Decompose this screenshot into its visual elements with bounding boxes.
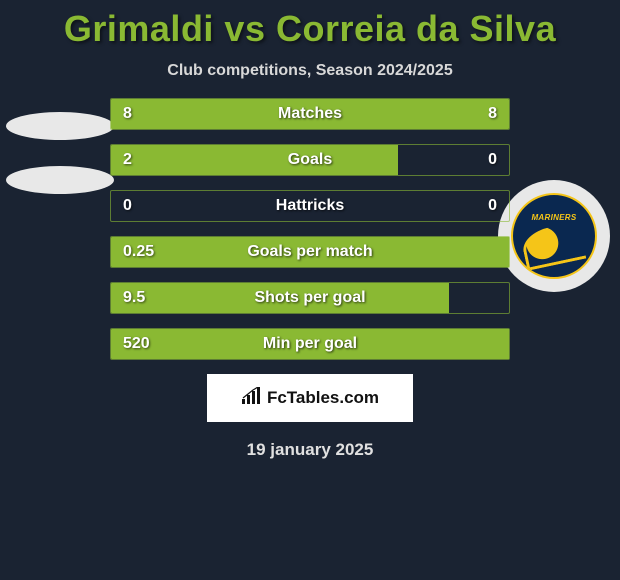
bar-label: Goals [288, 151, 332, 169]
mariners-wave-icon [520, 221, 587, 271]
bar-row: 2 0 Goals [110, 144, 510, 176]
bar-value-left: 520 [123, 335, 150, 353]
bar-fill-left [111, 145, 398, 175]
footer-logo: FcTables.com [241, 387, 379, 410]
chart-icon [241, 387, 263, 410]
bar-label: Goals per match [247, 243, 372, 261]
bar-value-right: 0 [488, 197, 497, 215]
bar-value-right: 0 [488, 151, 497, 169]
player-oval-1 [6, 112, 114, 140]
bar-value-left: 0.25 [123, 243, 154, 261]
date-text: 19 january 2025 [0, 440, 620, 460]
bar-row: 0 0 Hattricks [110, 190, 510, 222]
bar-value-right: 8 [488, 105, 497, 123]
bar-row: 520 Min per goal [110, 328, 510, 360]
subtitle: Club competitions, Season 2024/2025 [0, 62, 620, 80]
bar-label: Matches [278, 105, 342, 123]
bar-value-left: 2 [123, 151, 132, 169]
footer-brand-box: FcTables.com [207, 374, 413, 422]
right-team-badge: MARINERS [498, 180, 610, 292]
footer-brand-text: FcTables.com [267, 388, 379, 408]
bar-label: Min per goal [263, 335, 357, 353]
bar-value-left: 9.5 [123, 289, 145, 307]
bar-row: 0.25 Goals per match [110, 236, 510, 268]
left-player-placeholders [6, 112, 114, 220]
player-oval-2 [6, 166, 114, 194]
bar-label: Shots per goal [254, 289, 365, 307]
bar-value-left: 8 [123, 105, 132, 123]
bar-value-left: 0 [123, 197, 132, 215]
bar-row: 9.5 Shots per goal [110, 282, 510, 314]
mariners-logo-text: MARINERS [513, 213, 595, 222]
content-area: MARINERS 8 8 Matches 2 0 Goals 0 0 Hattricks 0.25… [0, 98, 620, 360]
mariners-logo-icon: MARINERS [511, 193, 597, 279]
bar-label: Hattricks [276, 197, 344, 215]
page-title: Grimaldi vs Correia da Silva [0, 0, 620, 50]
bar-row: 8 8 Matches [110, 98, 510, 130]
comparison-bars: 8 8 Matches 2 0 Goals 0 0 Hattricks 0.25 Goals per… [110, 98, 510, 360]
